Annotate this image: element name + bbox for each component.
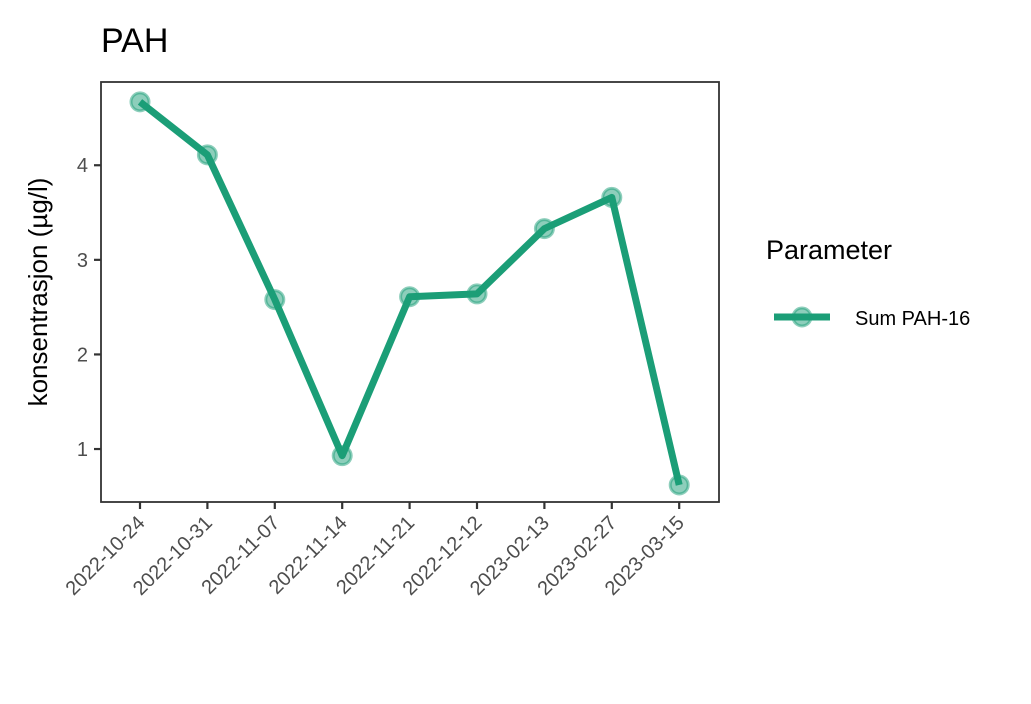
- y-tick-label: 4: [77, 155, 88, 177]
- chart-title: PAH: [101, 22, 168, 60]
- y-axis-title: konsentrasjon (µg/l): [23, 178, 53, 407]
- data-point: [466, 283, 488, 305]
- data-point: [129, 91, 151, 113]
- legend-title: Parameter: [766, 235, 892, 265]
- data-point: [533, 218, 555, 240]
- data-point: [399, 286, 421, 308]
- data-point: [668, 474, 690, 496]
- data-point: [196, 144, 218, 166]
- series-layer: [129, 91, 690, 496]
- x-axis: 2022-10-242022-10-312022-11-072022-11-14…: [62, 502, 689, 600]
- data-point: [601, 186, 623, 208]
- legend: Parameter Sum PAH-16: [766, 235, 970, 330]
- y-axis: 1 2 3 4: [77, 155, 101, 461]
- legend-label-sum-pah-16: Sum PAH-16: [855, 308, 970, 330]
- legend-key-marker: [791, 306, 813, 328]
- y-tick-label: 3: [77, 250, 88, 272]
- y-tick-label: 2: [77, 344, 88, 366]
- y-tick-label: 1: [77, 439, 88, 461]
- data-point: [264, 289, 286, 311]
- data-point: [331, 445, 353, 467]
